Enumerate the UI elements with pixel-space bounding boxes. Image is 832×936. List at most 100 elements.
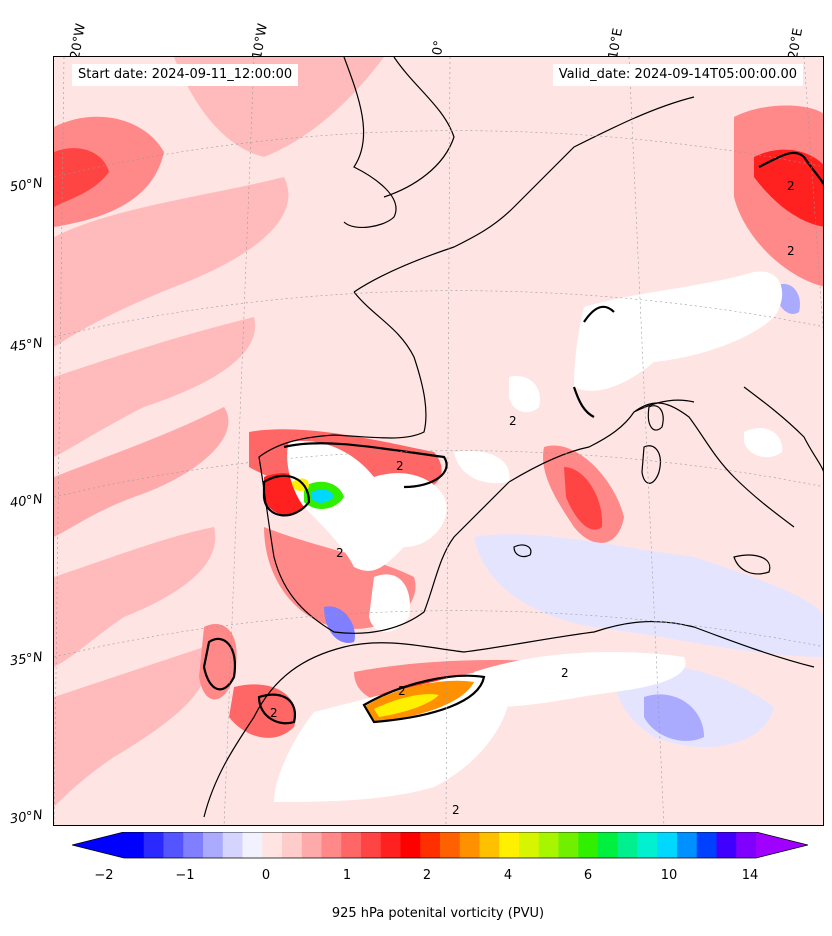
pv-high-iberia-inner bbox=[312, 489, 334, 503]
coast-british-isles bbox=[343, 57, 455, 229]
pv-negative-libya-core bbox=[644, 694, 704, 741]
contour-morocco bbox=[202, 637, 237, 691]
contour-iberia-core bbox=[262, 474, 311, 517]
colorbar-segment bbox=[361, 832, 382, 858]
colorbar-segment bbox=[420, 832, 441, 858]
colorbar-tick-neg1: −1 bbox=[175, 868, 195, 883]
pv-band-atlantic-2 bbox=[54, 317, 256, 457]
coast-sicily bbox=[733, 554, 771, 575]
lat-label-45n: 45°N bbox=[9, 335, 44, 356]
colorbar-segment bbox=[657, 832, 678, 858]
pv-map: 2 2 2 2 2 2 2 2 2 bbox=[54, 57, 823, 825]
pv-negative-med bbox=[474, 534, 823, 657]
lon-label-10w: 10°W bbox=[249, 22, 271, 61]
lat-label-35n: 35°N bbox=[9, 649, 44, 670]
colorbar-segment bbox=[479, 832, 500, 858]
coast-france-iberia bbox=[258, 291, 510, 634]
colorbar-segment bbox=[578, 832, 599, 858]
colorbar-segment bbox=[163, 832, 184, 858]
contour-label-9: 2 bbox=[509, 414, 517, 428]
contour-label-8: 2 bbox=[452, 803, 460, 817]
colorbar bbox=[72, 832, 808, 859]
coast-france-north bbox=[353, 96, 695, 293]
colorbar-segment bbox=[143, 832, 164, 858]
lat-label-30n: 30°N bbox=[9, 807, 44, 828]
colorbar-segment bbox=[519, 832, 540, 858]
coastlines bbox=[203, 57, 823, 818]
colorbar-segment bbox=[716, 832, 737, 858]
parallel-40n bbox=[54, 450, 823, 498]
contour-alps bbox=[572, 305, 615, 418]
masked-atlas-east bbox=[474, 652, 686, 707]
lat-label-50n: 50°N bbox=[9, 175, 44, 196]
contour-labels: 2 2 2 2 2 2 2 2 2 bbox=[270, 179, 795, 817]
parallel-50n bbox=[54, 130, 823, 178]
meridian-10e bbox=[628, 57, 665, 825]
masked-corsica-region bbox=[454, 450, 510, 484]
meridian-10w bbox=[223, 57, 255, 825]
contour-atlas bbox=[362, 674, 486, 724]
meridian-20e bbox=[803, 57, 823, 333]
coast-balearic bbox=[513, 544, 532, 558]
contour-label-3: 2 bbox=[396, 459, 404, 473]
colorbar-under-triangle bbox=[72, 832, 124, 858]
colorbar-segment bbox=[736, 832, 757, 858]
pv-band-atlantic-4 bbox=[54, 527, 216, 667]
pv-med-west-core bbox=[564, 467, 603, 530]
colorbar-segment bbox=[183, 832, 204, 858]
pv-band-northwest-core bbox=[54, 148, 109, 207]
masked-massif-central bbox=[509, 376, 540, 413]
contour-label-6: 2 bbox=[398, 684, 406, 698]
colorbar-segment bbox=[696, 832, 717, 858]
colorbar-segment bbox=[380, 832, 401, 858]
parallel-35n bbox=[54, 610, 823, 658]
masked-iberia-south bbox=[369, 574, 410, 632]
colorbar-segment bbox=[499, 832, 520, 858]
coast-sardinia bbox=[641, 445, 661, 484]
meridian-20w bbox=[54, 57, 65, 825]
parallel-45n bbox=[54, 290, 823, 338]
masked-balkans bbox=[744, 428, 783, 458]
contour-label-2: 2 bbox=[787, 244, 795, 258]
start-date-label: Start date: 2024-09-11_12:00:00 bbox=[72, 64, 299, 86]
colorbar-segment bbox=[203, 832, 224, 858]
colorbar-segment bbox=[538, 832, 559, 858]
lon-label-20w: 20°W bbox=[67, 22, 89, 61]
colorbar-tick-4: 4 bbox=[503, 868, 513, 883]
colorbar-segment bbox=[400, 832, 421, 858]
colorbar-tick-neg2: −2 bbox=[94, 868, 114, 883]
colorbar-segment bbox=[459, 832, 480, 858]
colorbar-segment bbox=[242, 832, 263, 858]
colorbar-segment bbox=[301, 832, 322, 858]
valid-date-label: Valid_date: 2024-09-14T05:00:00.00 bbox=[552, 64, 803, 86]
coast-north-africa bbox=[203, 620, 815, 818]
colorbar-segment bbox=[598, 832, 619, 858]
contour-label-4: 2 bbox=[336, 546, 344, 560]
coast-france-med bbox=[508, 399, 695, 483]
contour-label-5: 2 bbox=[270, 706, 278, 720]
colorbar-segment bbox=[124, 832, 145, 858]
colorbar-tick-14: 14 bbox=[741, 868, 759, 883]
colorbar-tick-1: 1 bbox=[342, 868, 352, 883]
colorbar-tick-6: 6 bbox=[583, 868, 593, 883]
coast-italy bbox=[633, 386, 823, 528]
map-frame: 2 2 2 2 2 2 2 2 2 bbox=[53, 56, 824, 826]
colorbar-tick-0: 0 bbox=[261, 868, 271, 883]
colorbar-segment bbox=[440, 832, 461, 858]
colorbar-outline bbox=[72, 832, 808, 859]
pv-2-contours bbox=[202, 151, 823, 725]
lon-label-0: 0° bbox=[430, 39, 448, 57]
meridian-0 bbox=[445, 57, 451, 825]
colorbar-segment bbox=[321, 832, 342, 858]
colorbar-segment bbox=[558, 832, 579, 858]
colorbar-segment bbox=[677, 832, 698, 858]
contour-iberia-north bbox=[283, 442, 448, 489]
pv-band-atlantic-1 bbox=[54, 177, 289, 347]
colorbar-segment bbox=[282, 832, 303, 858]
graticule bbox=[54, 57, 823, 825]
colorbar-segment bbox=[222, 832, 243, 858]
pv-band-atlantic-5 bbox=[54, 647, 208, 807]
pv-band-atlantic-3 bbox=[54, 407, 229, 537]
colorbar-segment bbox=[341, 832, 362, 858]
contour-northeast bbox=[758, 151, 823, 185]
